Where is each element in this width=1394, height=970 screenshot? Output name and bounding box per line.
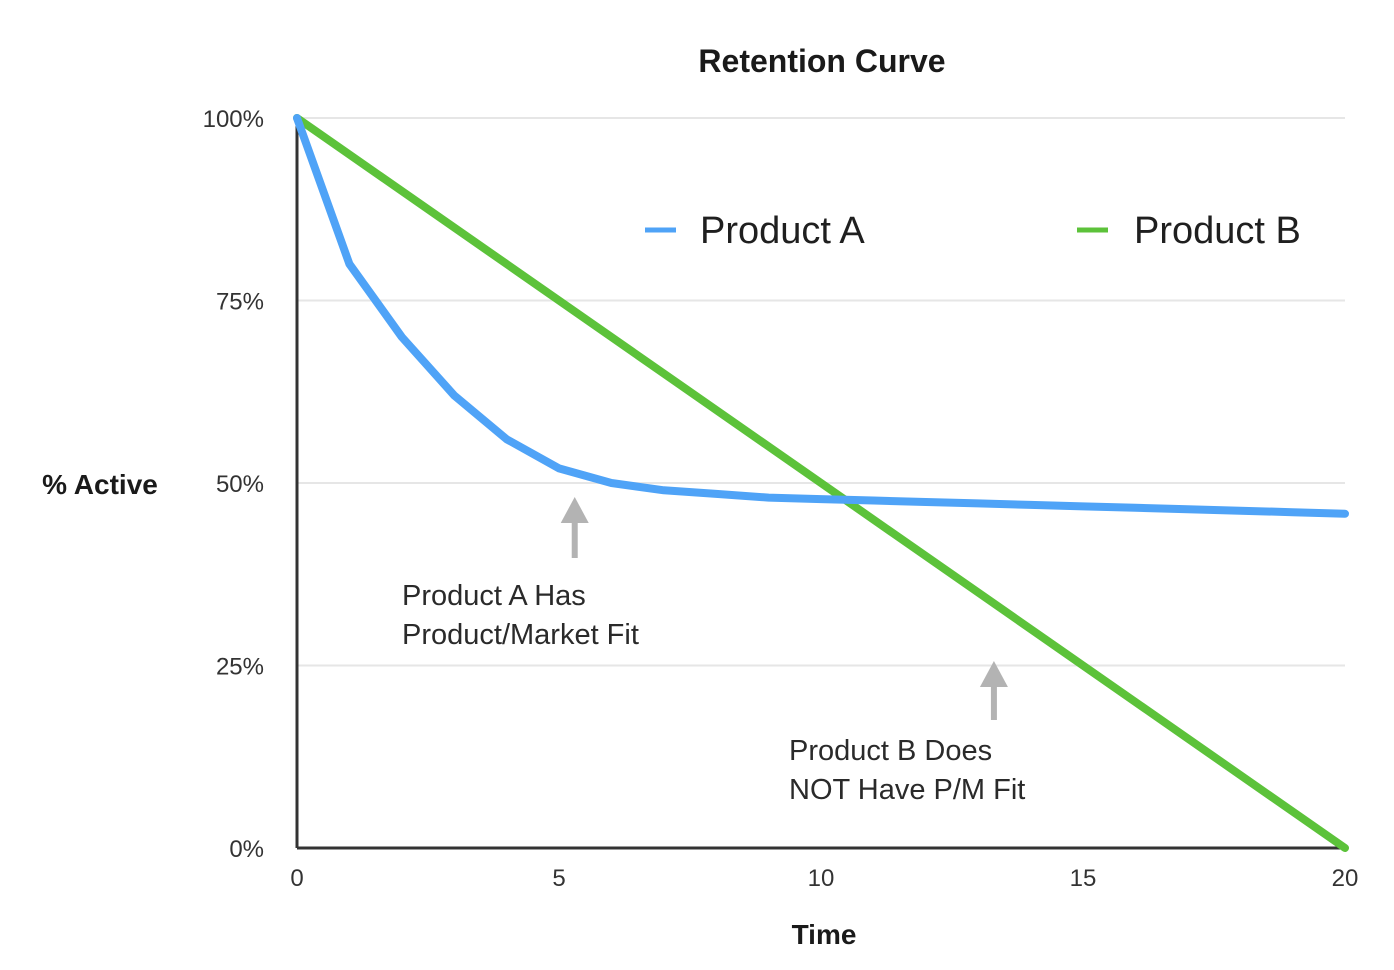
annotation-arrow-head [979,661,1008,687]
x-axis-title: Time [792,919,857,950]
x-tick-label: 10 [808,865,835,892]
axis-layer: 0% 25% 50% 75% 100% 0 5 10 15 20 [203,106,1359,892]
legend-label: Product B [1134,210,1301,252]
chart-title: Retention Curve [698,43,945,79]
legend: Product A Product B [645,210,1301,252]
annotation-layer: Product A Has Product/Market Fit Product B… [402,497,1025,806]
y-tick-label: 25% [216,654,264,681]
legend-label: Product A [700,210,865,252]
series-line-product-b [293,114,1349,852]
grid-layer [297,117,1345,667]
label-layer: Retention Curve Time % Active [42,43,945,950]
y-tick-label: 50% [216,471,264,498]
annotation-text: Product/Market Fit [402,619,639,651]
x-tick-label: 15 [1070,865,1097,892]
annotation-text: Product B Does [789,735,992,767]
annotation-arrow-head [560,497,589,523]
series-line-product-a [293,114,1349,518]
y-tick-label: 75% [216,289,264,316]
series-layer [293,114,1349,852]
x-tick-label: 0 [290,865,303,892]
x-tick-label: 20 [1332,865,1359,892]
y-tick-label: 100% [203,106,264,133]
y-axis-title: % Active [42,469,158,500]
y-tick-label: 0% [229,836,264,863]
annotation-text: NOT Have P/M Fit [789,774,1025,806]
x-tick-label: 5 [552,865,565,892]
annotation-text: Product A Has [402,580,586,612]
